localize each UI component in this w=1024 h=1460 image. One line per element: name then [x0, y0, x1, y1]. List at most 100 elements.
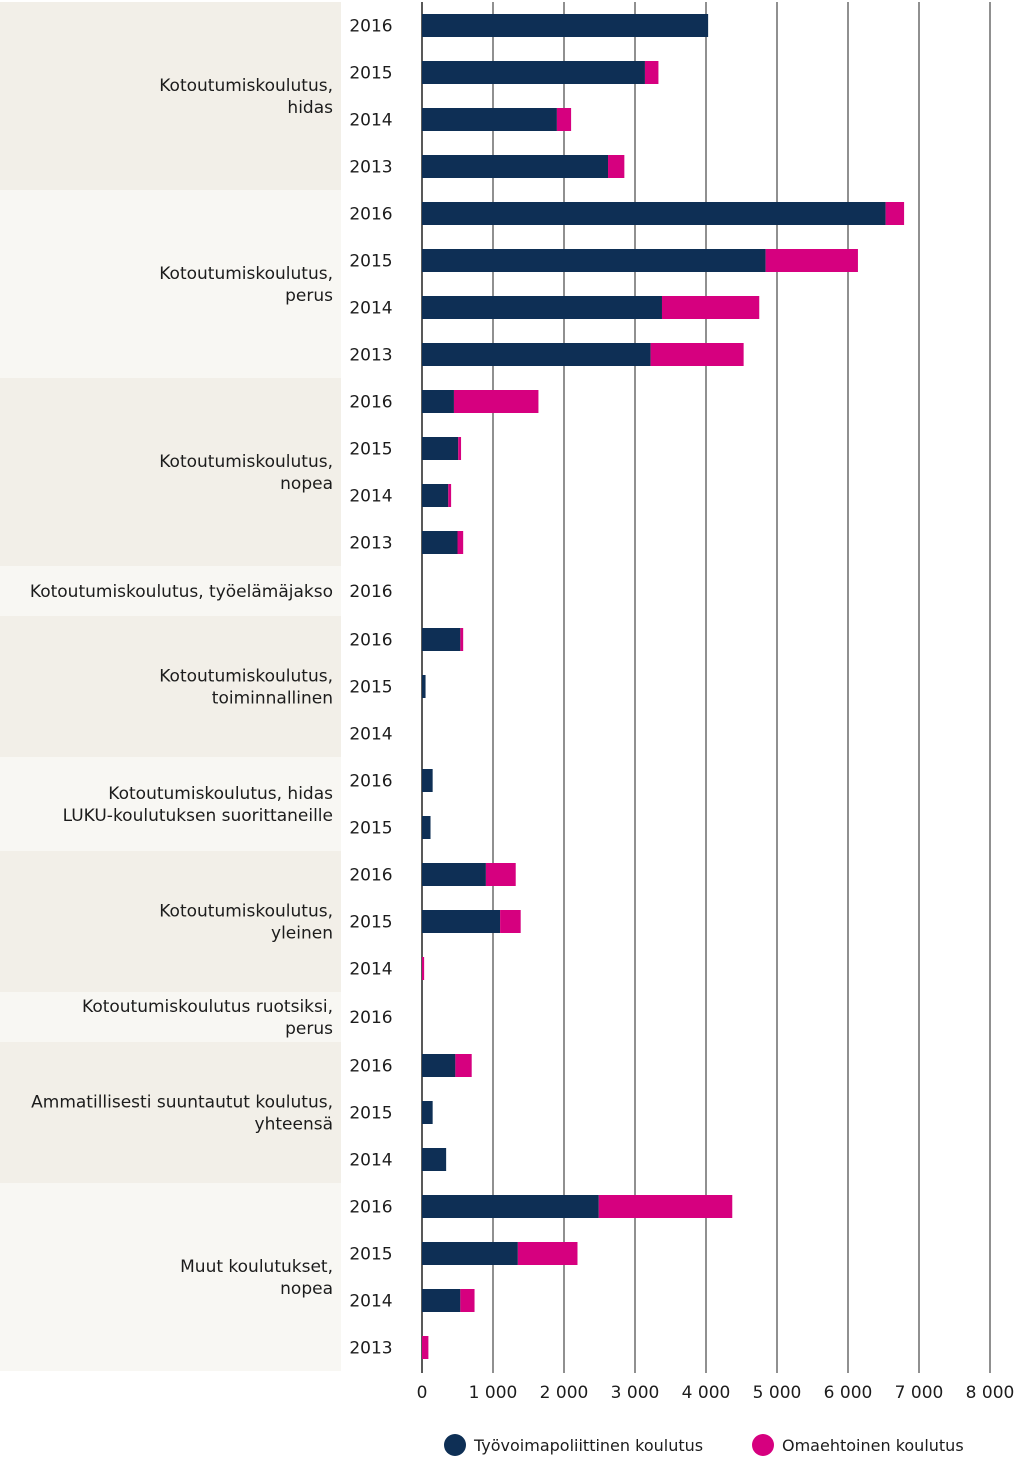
- bar-tyovoimapoliittinen: [422, 910, 501, 933]
- x-tick-label: 8 000: [966, 1383, 1015, 1403]
- group-label: yleinen: [271, 924, 333, 944]
- group-label: toiminnallinen: [212, 689, 333, 709]
- group-label: perus: [285, 286, 333, 306]
- bar-omaehtoinen: [485, 863, 516, 886]
- bar-omaehtoinen: [644, 61, 659, 84]
- legend-item-tyovoimapoliittinen: Työvoimapoliittinen koulutus: [444, 1432, 703, 1458]
- year-label: 2014: [349, 299, 392, 319]
- bar-omaehtoinen: [517, 1242, 578, 1265]
- group-label: Kotoutumiskoulutus,: [159, 76, 333, 96]
- year-label: 2016: [349, 17, 392, 37]
- bar-tyovoimapoliittinen: [422, 484, 449, 507]
- bar-omaehtoinen: [458, 437, 462, 460]
- x-tick-label: 7 000: [895, 1383, 944, 1403]
- year-label: 2015: [349, 819, 392, 839]
- legend-swatch-tyovoimapoliittinen: [444, 1434, 466, 1456]
- group-band: [0, 190, 341, 378]
- bar-omaehtoinen: [650, 343, 744, 366]
- legend-label-omaehtoinen: Omaehtoinen koulutus: [782, 1435, 964, 1455]
- bar-tyovoimapoliittinen: [422, 155, 609, 178]
- year-label: 2013: [349, 346, 392, 366]
- bar-omaehtoinen: [460, 628, 464, 651]
- bar-tyovoimapoliittinen: [422, 390, 454, 413]
- bar-tyovoimapoliittinen: [422, 628, 461, 651]
- x-tick-label: 0: [417, 1383, 428, 1403]
- year-label: 2016: [349, 866, 392, 886]
- bar-tyovoimapoliittinen: [422, 1195, 599, 1218]
- bar-omaehtoinen: [556, 108, 572, 131]
- gridlines: [421, 2, 991, 1373]
- year-label: 2015: [349, 1104, 392, 1124]
- year-label: 2014: [349, 487, 392, 507]
- year-label: 2016: [349, 772, 392, 792]
- group-label: Kotoutumiskoulutus,: [159, 667, 333, 687]
- year-label: 2016: [349, 393, 392, 413]
- group-label: Ammatillisesti suuntautut koulutus,: [31, 1093, 333, 1113]
- bar-tyovoimapoliittinen: [422, 108, 557, 131]
- x-tick-label: 3 000: [611, 1383, 660, 1403]
- bar-omaehtoinen: [422, 1336, 429, 1359]
- stacked-bar-chart: Kotoutumiskoulutus,hidasKotoutumiskoulut…: [0, 2, 1015, 1403]
- year-label: 2014: [349, 960, 392, 980]
- group-label: nopea: [280, 474, 333, 494]
- bar-omaehtoinen: [885, 202, 905, 225]
- legend-item-omaehtoinen: Omaehtoinen koulutus: [752, 1432, 964, 1458]
- bar-tyovoimapoliittinen: [422, 1289, 461, 1312]
- group-label: LUKU-koulutuksen suorittaneille: [63, 806, 333, 826]
- bar-omaehtoinen: [422, 957, 425, 980]
- bar-tyovoimapoliittinen: [422, 863, 486, 886]
- bar-tyovoimapoliittinen: [422, 437, 459, 460]
- group-band: [0, 851, 341, 992]
- year-label: 2016: [349, 582, 392, 602]
- group-label: Kotoutumiskoulutus, työelämäjakso: [30, 582, 333, 602]
- year-label: 2014: [349, 111, 392, 131]
- bar-tyovoimapoliittinen: [422, 296, 662, 319]
- bar-tyovoimapoliittinen: [422, 769, 433, 792]
- group-label: perus: [285, 1019, 333, 1039]
- bar-tyovoimapoliittinen: [422, 14, 709, 37]
- bar-tyovoimapoliittinen: [422, 816, 431, 839]
- year-labels: 2016 2015 2014 2013 2016 2015 2014 2013 2016 2015…: [349, 17, 392, 1359]
- bar-omaehtoinen: [457, 531, 464, 554]
- bar-omaehtoinen: [661, 296, 760, 319]
- group-band: [0, 992, 341, 1042]
- bar-tyovoimapoliittinen: [422, 1054, 456, 1077]
- group-band: [0, 566, 341, 616]
- year-label: 2016: [349, 1198, 392, 1218]
- group-label: Kotoutumiskoulutus ruotsiksi,: [82, 997, 333, 1017]
- x-tick-label: 1 000: [469, 1383, 518, 1403]
- year-label: 2015: [349, 913, 392, 933]
- bar-omaehtoinen: [448, 484, 452, 507]
- bar-tyovoimapoliittinen: [422, 1101, 433, 1124]
- year-label: 2016: [349, 1008, 392, 1028]
- bar-tyovoimapoliittinen: [422, 675, 426, 698]
- bar-omaehtoinen: [765, 249, 858, 272]
- bar-omaehtoinen: [460, 1289, 475, 1312]
- group-label: yhteensä: [255, 1115, 333, 1135]
- group-band: [0, 2, 341, 190]
- year-label: 2015: [349, 64, 392, 84]
- year-label: 2014: [349, 1151, 392, 1171]
- bar-tyovoimapoliittinen: [422, 343, 651, 366]
- bar-omaehtoinen: [453, 390, 539, 413]
- group-label: nopea: [280, 1279, 333, 1299]
- x-axis-tick-labels: 0 1 000 2 000 3 000 4 000 5 000 6 000 7 000 8 00…: [417, 1383, 1015, 1403]
- group-label: Kotoutumiskoulutus,: [159, 902, 333, 922]
- group-band: [0, 616, 341, 757]
- x-tick-label: 5 000: [753, 1383, 802, 1403]
- group-band: [0, 378, 341, 566]
- legend: Työvoimapoliittinen koulutus Omaehtoinen…: [0, 1432, 1024, 1460]
- group-bands: [0, 2, 341, 1371]
- bars: [422, 14, 905, 1359]
- year-label: 2015: [349, 252, 392, 272]
- year-label: 2016: [349, 205, 392, 225]
- group-band: [0, 757, 341, 851]
- group-label: Kotoutumiskoulutus,: [159, 452, 333, 472]
- x-tick-label: 2 000: [540, 1383, 589, 1403]
- year-label: 2013: [349, 1339, 392, 1359]
- group-label: Kotoutumiskoulutus, hidas: [108, 784, 333, 804]
- year-label: 2016: [349, 631, 392, 651]
- bar-tyovoimapoliittinen: [422, 1148, 447, 1171]
- year-label: 2015: [349, 1245, 392, 1265]
- bar-omaehtoinen: [608, 155, 625, 178]
